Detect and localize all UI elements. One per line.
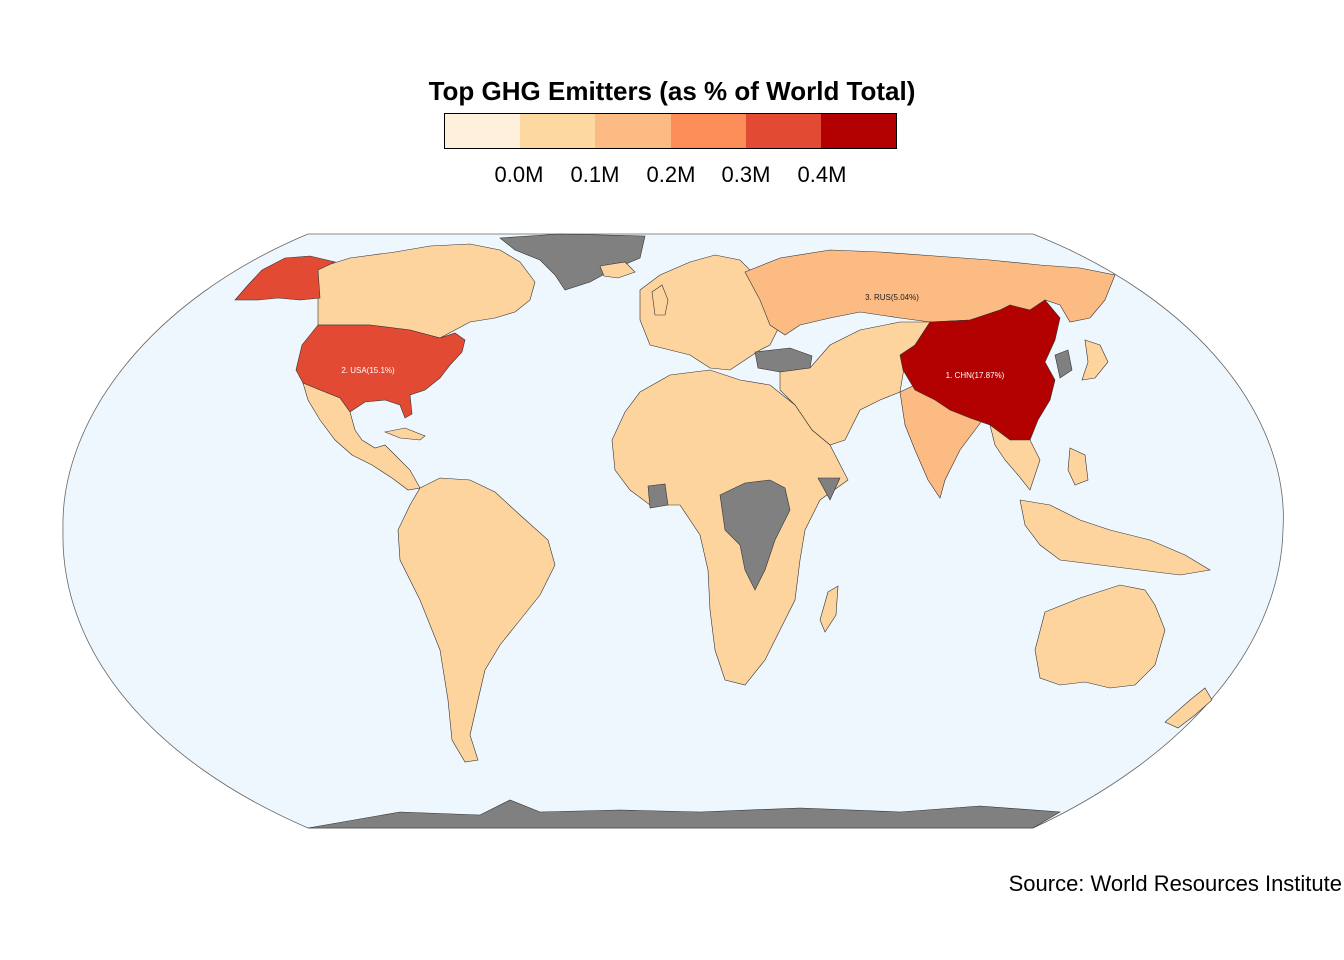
legend-swatch-2 — [520, 114, 596, 148]
country-madagascar[interactable] — [819, 585, 839, 633]
country-alaska[interactable] — [234, 255, 336, 301]
country-new-zealand[interactable] — [1164, 687, 1213, 729]
country-somalia[interactable] — [817, 477, 841, 501]
country-korea[interactable] — [1054, 349, 1073, 379]
legend-swatch-3 — [595, 114, 671, 148]
country-mexico[interactable] — [302, 382, 421, 491]
country-philippines[interactable] — [1067, 447, 1089, 486]
country-australia[interactable] — [1034, 584, 1166, 689]
country-china[interactable] — [899, 299, 1061, 441]
country-uk[interactable] — [651, 284, 669, 316]
country-europe[interactable] — [639, 254, 781, 371]
label-rus: 3. RUS(5.04%) — [865, 293, 919, 302]
legend-tick-label: 0.1M — [570, 162, 620, 187]
country-cuba[interactable] — [383, 427, 426, 441]
legend-tick-label: 0.3M — [721, 162, 771, 187]
color-legend — [444, 113, 897, 149]
legend-tick-label: 0.4M — [797, 162, 847, 187]
country-russia[interactable] — [744, 249, 1116, 336]
country-iceland[interactable] — [599, 261, 636, 279]
legend-swatch-6 — [820, 114, 897, 148]
source-caption: Source: World Resources Institute — [1008, 871, 1342, 896]
label-usa: 2. USA(15.1%) — [341, 366, 395, 375]
country-central-africa[interactable] — [719, 479, 791, 591]
legend-tick-labels: 0.0M 0.1M 0.2M 0.3M 0.4M — [444, 162, 897, 190]
map-title: Top GHG Emitters (as % of World Total) — [428, 76, 916, 106]
country-japan[interactable] — [1081, 339, 1109, 381]
legend-swatch-1 — [445, 114, 521, 148]
country-antarctica[interactable] — [307, 799, 1061, 829]
country-greenland[interactable] — [499, 233, 646, 291]
legend-swatch-5 — [745, 114, 821, 148]
country-ghana[interactable] — [647, 483, 669, 509]
legend-tick-label: 0.2M — [646, 162, 696, 187]
country-indonesia[interactable] — [1019, 499, 1211, 576]
label-chn: 1. CHN(17.87%) — [946, 371, 1005, 380]
legend-swatch-4 — [670, 114, 746, 148]
country-south-america[interactable] — [397, 477, 556, 763]
legend-tick-label: 0.0M — [494, 162, 544, 187]
country-southeast-asia[interactable] — [989, 424, 1041, 491]
